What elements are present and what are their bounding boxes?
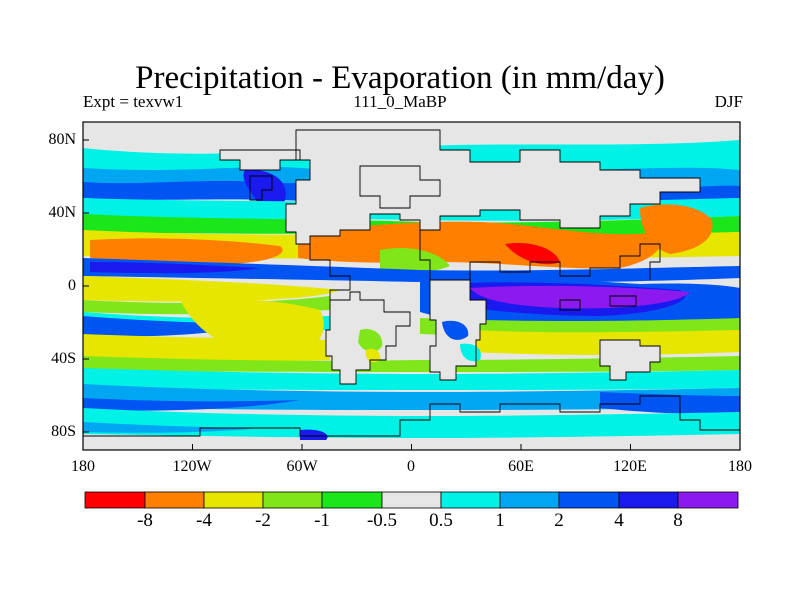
sh-blue-lat xyxy=(83,398,300,411)
antarctic-coast-blue xyxy=(300,429,328,440)
colorbar-swatch-11 xyxy=(677,491,739,509)
map-field xyxy=(83,122,740,450)
colorbar-label: -1 xyxy=(314,510,330,531)
x-tick-label: 60E xyxy=(508,458,534,475)
colorbar-swatch-4 xyxy=(262,491,323,509)
y-tick-label: 80S xyxy=(51,423,76,440)
nh-red-cell xyxy=(505,242,560,265)
y-tick-label: 40S xyxy=(51,350,76,367)
colorbar-swatch-5 xyxy=(321,491,383,509)
land-australia xyxy=(600,340,660,380)
sh-blue-east xyxy=(600,392,740,414)
age-label: 111_0_MaBP xyxy=(353,92,447,111)
x-tick-label: 180 xyxy=(728,458,752,475)
colorbar-swatch-7 xyxy=(440,491,501,509)
itcz-blue xyxy=(83,258,740,283)
colorbar-swatch-10 xyxy=(618,491,679,509)
land-north xyxy=(286,130,700,244)
y-tick-label: 0 xyxy=(68,277,76,294)
colorbar-swatch-8 xyxy=(499,491,560,509)
nh-orange-pacific xyxy=(90,238,283,264)
colorbar xyxy=(84,491,739,509)
x-tick-label: 180 xyxy=(71,458,95,475)
colorbar-label: -2 xyxy=(255,510,271,531)
sh-yellow-large xyxy=(180,298,324,356)
colorbar-label: 2 xyxy=(554,510,564,531)
chart-title: Precipitation - Evaporation (in mm/day) xyxy=(135,60,665,96)
io-purple xyxy=(470,285,690,309)
experiment-label: Expt = texvw1 xyxy=(83,92,184,111)
nh-green-interior xyxy=(380,247,450,274)
antarctic-lightblue xyxy=(83,422,260,433)
x-tick-label: 0 xyxy=(407,458,415,475)
colorbar-label: 0.5 xyxy=(429,510,453,531)
colorbar-swatch-3 xyxy=(203,491,264,509)
sa-yellow xyxy=(365,348,381,363)
x-tick-label: 120E xyxy=(613,458,647,475)
colorbar-label: 8 xyxy=(673,510,683,531)
antarctic-cyan xyxy=(83,408,740,438)
itcz-purple xyxy=(90,262,260,274)
equatorial-dry-yellow xyxy=(83,276,340,302)
colorbar-swatch-2 xyxy=(144,491,205,509)
x-tick-label: 120W xyxy=(172,458,212,475)
amazon-green xyxy=(358,328,383,352)
colorbar-label: 4 xyxy=(614,510,624,531)
season-label: DJF xyxy=(714,92,743,111)
y-tick-label: 80N xyxy=(48,131,76,148)
sh-cyan-lat xyxy=(83,368,740,390)
colorbar-label: 1 xyxy=(495,510,505,531)
nh-orange-west-pacific xyxy=(640,204,713,254)
colorbar-label: -4 xyxy=(196,510,212,531)
x-tick-label: 60W xyxy=(286,458,318,475)
coastlines xyxy=(83,129,740,437)
colorbar-label: -0.5 xyxy=(366,510,398,531)
tick-marks xyxy=(82,139,741,450)
colorbar-swatch-9 xyxy=(558,491,620,509)
y-tick-label: 40N xyxy=(48,204,76,221)
sh-green-under xyxy=(83,356,740,372)
colorbar-label: -8 xyxy=(137,510,153,531)
colorbar-swatch-1 xyxy=(84,491,146,509)
africa-blue xyxy=(442,320,469,340)
colorbar-swatch-6 xyxy=(381,491,442,509)
